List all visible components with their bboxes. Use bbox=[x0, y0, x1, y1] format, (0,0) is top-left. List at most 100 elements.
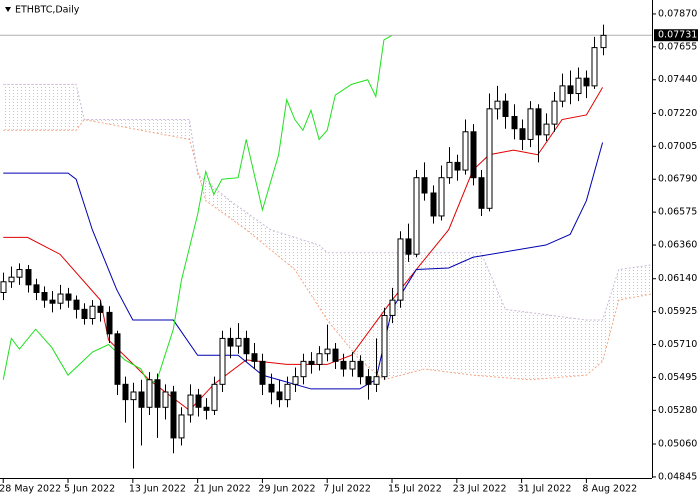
candle-body bbox=[81, 308, 88, 320]
candle-body bbox=[478, 177, 485, 209]
candle-body bbox=[300, 360, 307, 378]
candle-body bbox=[421, 177, 428, 194]
candle-body bbox=[567, 85, 574, 95]
candle-body bbox=[25, 269, 32, 286]
candle-body bbox=[138, 391, 145, 408]
candle-body bbox=[130, 391, 137, 401]
indicator-line bbox=[3, 142, 604, 390]
candle-body bbox=[397, 238, 404, 301]
candle-body bbox=[146, 379, 153, 408]
x-tick-label: 7 Jul 2022 bbox=[323, 484, 371, 495]
indicator-line bbox=[3, 87, 604, 412]
y-tick-label: 0.05060 bbox=[658, 439, 697, 450]
candle-body bbox=[268, 383, 275, 393]
x-tick-label: 23 Jul 2022 bbox=[453, 484, 507, 495]
candle-body bbox=[227, 337, 234, 347]
candle-body bbox=[389, 299, 396, 316]
price-label-box bbox=[654, 29, 698, 42]
candle-body bbox=[97, 305, 104, 313]
candle-body bbox=[187, 394, 194, 416]
x-tick-label: 15 Jul 2022 bbox=[388, 484, 442, 495]
candle-body bbox=[49, 299, 56, 304]
candle-body bbox=[33, 284, 40, 293]
candle-body bbox=[332, 348, 339, 362]
candle-body bbox=[8, 276, 15, 283]
candle-body bbox=[365, 376, 372, 385]
x-tick-label: 5 Jun 2022 bbox=[64, 484, 115, 495]
y-tick-label: 0.05925 bbox=[658, 306, 697, 317]
candle-body bbox=[89, 305, 96, 320]
candle-body bbox=[203, 406, 210, 411]
candle-body bbox=[373, 376, 380, 385]
x-tick-label: 28 May 2022 bbox=[0, 484, 61, 495]
candle-body bbox=[470, 131, 477, 179]
candle-body bbox=[292, 376, 299, 385]
candle-body bbox=[195, 394, 202, 408]
candle-body bbox=[591, 47, 598, 87]
candle-body bbox=[462, 131, 469, 171]
y-tick-label: 0.05280 bbox=[658, 405, 697, 416]
candle-body bbox=[16, 269, 23, 278]
candle-body bbox=[162, 391, 169, 408]
cloud-span bbox=[3, 83, 652, 321]
candle-body bbox=[251, 353, 258, 362]
plot-area bbox=[0, 24, 652, 469]
candle-body bbox=[446, 161, 453, 179]
candle-body bbox=[316, 353, 323, 365]
cloud-span bbox=[3, 118, 652, 381]
cloud-area bbox=[3, 84, 652, 380]
candle-body bbox=[494, 100, 501, 110]
candle-body bbox=[511, 115, 518, 130]
candle-body bbox=[276, 391, 283, 401]
y-tick-label: 0.07655 bbox=[658, 41, 697, 52]
y-tick-label: 0.06360 bbox=[658, 240, 697, 251]
candle-body bbox=[243, 337, 250, 355]
candle-body bbox=[551, 100, 558, 125]
candle-body bbox=[583, 77, 590, 87]
candle-body bbox=[259, 360, 266, 385]
candle-body bbox=[154, 379, 161, 408]
y-tick-label: 0.07005 bbox=[658, 141, 697, 152]
candle-body bbox=[235, 337, 242, 347]
y-tick-label: 0.07440 bbox=[658, 74, 697, 85]
menu-triangle[interactable] bbox=[5, 7, 11, 12]
candle-body bbox=[357, 360, 364, 378]
candle-body bbox=[170, 391, 177, 439]
y-tick-label: 0.06575 bbox=[658, 207, 697, 218]
candle-body bbox=[381, 314, 388, 378]
candle-body bbox=[600, 34, 607, 49]
candle-body bbox=[486, 108, 493, 209]
y-tick-label: 0.07870 bbox=[658, 8, 697, 19]
y-tick-label: 0.06790 bbox=[658, 174, 697, 185]
candle-body bbox=[73, 299, 80, 310]
y-tick-label: 0.07220 bbox=[658, 108, 697, 119]
x-tick-label: 31 Jul 2022 bbox=[518, 484, 572, 495]
candle-body bbox=[519, 128, 526, 140]
price-label: 0.07731 bbox=[658, 30, 697, 41]
candle-body bbox=[340, 360, 347, 370]
candle-body bbox=[454, 161, 461, 171]
candle-body bbox=[106, 311, 113, 335]
candle-body bbox=[324, 348, 331, 355]
candle-body bbox=[527, 108, 534, 140]
candle-body bbox=[114, 333, 121, 385]
y-tick-label: 0.05710 bbox=[658, 339, 697, 350]
candle-body bbox=[575, 77, 582, 95]
candle-body bbox=[178, 414, 185, 439]
chart-title: ETHBTC,Daily bbox=[15, 5, 80, 16]
y-tick-label: 0.06140 bbox=[658, 273, 697, 284]
candle-body bbox=[308, 360, 315, 365]
candle-body bbox=[502, 100, 509, 117]
candle-body bbox=[219, 337, 226, 385]
candle-body bbox=[543, 123, 550, 136]
candle-body bbox=[535, 108, 542, 136]
candle-body bbox=[122, 383, 129, 401]
candle-body bbox=[284, 383, 291, 401]
candle-body bbox=[413, 177, 420, 255]
candle-body bbox=[211, 383, 218, 411]
candle-body bbox=[65, 293, 72, 301]
candle-body bbox=[0, 281, 7, 293]
y-tick-label: 0.05495 bbox=[658, 372, 697, 383]
